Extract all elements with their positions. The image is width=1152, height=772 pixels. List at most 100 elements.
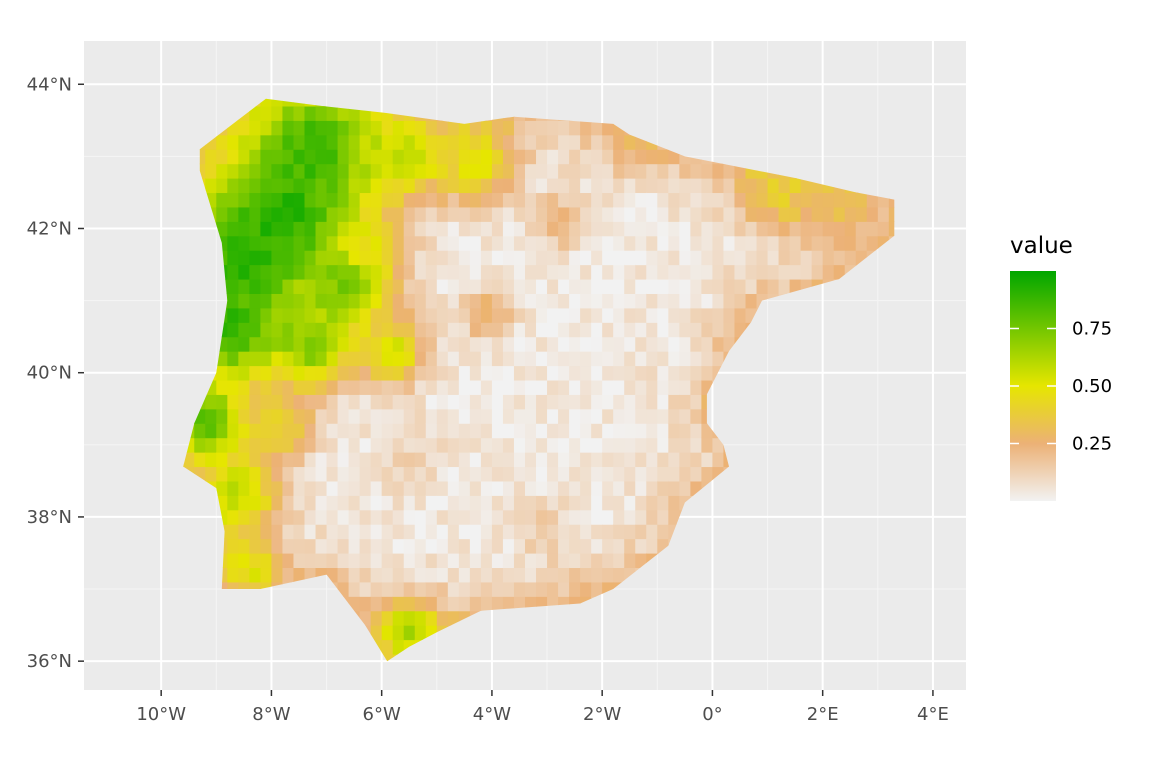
raster-cell bbox=[624, 452, 636, 468]
raster-cell bbox=[282, 452, 295, 468]
raster-cell bbox=[569, 480, 581, 496]
raster-cell bbox=[536, 278, 548, 294]
raster-cell bbox=[580, 437, 592, 453]
raster-cell bbox=[591, 264, 603, 280]
raster-cell bbox=[525, 163, 537, 179]
raster-cell bbox=[624, 206, 636, 222]
raster-cell bbox=[536, 163, 548, 179]
raster-cell bbox=[657, 538, 669, 554]
raster-cell bbox=[480, 192, 493, 208]
raster-cell bbox=[304, 408, 317, 424]
raster-cell bbox=[293, 206, 306, 222]
raster-cell bbox=[613, 206, 625, 222]
raster-cell bbox=[491, 120, 504, 136]
raster-cell bbox=[414, 379, 427, 395]
raster-cell bbox=[392, 625, 405, 641]
raster-cell bbox=[194, 452, 206, 468]
raster-cell bbox=[547, 596, 559, 612]
raster-cell bbox=[866, 206, 879, 222]
raster-cell bbox=[458, 466, 471, 482]
raster-cell bbox=[646, 452, 658, 468]
raster-cell bbox=[833, 206, 846, 222]
raster-cell bbox=[469, 466, 482, 482]
raster-cell bbox=[613, 538, 625, 554]
raster-cell bbox=[547, 437, 559, 453]
raster-cell bbox=[205, 163, 217, 179]
raster-cell bbox=[502, 581, 515, 597]
raster-cell bbox=[580, 264, 592, 280]
raster-cell bbox=[502, 495, 515, 511]
raster-cell bbox=[348, 120, 361, 136]
raster-cell bbox=[337, 538, 350, 554]
raster-cell bbox=[811, 192, 824, 208]
raster-cell bbox=[337, 394, 350, 410]
raster-cell bbox=[569, 538, 581, 554]
raster-cell bbox=[513, 437, 526, 453]
raster-cell bbox=[613, 351, 625, 367]
raster-cell bbox=[844, 235, 857, 251]
raster-cell bbox=[491, 278, 504, 294]
raster-cell bbox=[833, 221, 846, 237]
raster-cell bbox=[536, 149, 548, 165]
raster-cell bbox=[502, 437, 515, 453]
raster-cell bbox=[249, 365, 261, 381]
raster-cell bbox=[414, 250, 427, 266]
raster-cell bbox=[304, 149, 317, 165]
legend: value 0.250.500.75 bbox=[1010, 233, 1112, 501]
raster-cell bbox=[337, 178, 350, 194]
raster-cell bbox=[370, 134, 383, 150]
raster-cell bbox=[558, 134, 570, 150]
raster-cell bbox=[491, 221, 504, 237]
raster-cell bbox=[436, 495, 449, 511]
raster-cell bbox=[359, 379, 372, 395]
raster-cell bbox=[712, 192, 725, 208]
raster-cell bbox=[502, 163, 515, 179]
raster-cell bbox=[712, 163, 725, 179]
raster-cell bbox=[624, 538, 636, 554]
raster-cell bbox=[249, 278, 261, 294]
raster-cell bbox=[403, 278, 416, 294]
raster-cell bbox=[359, 394, 372, 410]
raster-cell bbox=[436, 581, 449, 597]
raster-cell bbox=[227, 206, 239, 222]
raster-cell bbox=[293, 351, 306, 367]
raster-cell bbox=[613, 480, 625, 496]
raster-cell bbox=[326, 466, 339, 482]
raster-cell bbox=[392, 552, 405, 569]
raster-cell bbox=[326, 524, 339, 540]
raster-cell bbox=[657, 250, 669, 266]
raster-cell bbox=[536, 509, 548, 525]
raster-cell bbox=[635, 235, 647, 251]
raster-cell bbox=[227, 351, 239, 367]
raster-cell bbox=[547, 278, 559, 294]
raster-cell bbox=[447, 206, 460, 222]
raster-cell bbox=[525, 293, 537, 309]
raster-cell bbox=[712, 178, 725, 194]
raster-cell bbox=[536, 437, 548, 453]
raster-cell bbox=[480, 581, 493, 597]
raster-cell bbox=[591, 524, 603, 540]
raster-cell bbox=[183, 452, 195, 468]
raster-cell bbox=[458, 278, 471, 294]
raster-cell bbox=[381, 480, 394, 496]
raster-cell bbox=[480, 235, 493, 251]
raster-cell bbox=[392, 480, 405, 496]
raster-cell bbox=[513, 466, 526, 482]
raster-cell bbox=[591, 134, 603, 150]
raster-cell bbox=[315, 105, 328, 121]
raster-cell bbox=[425, 379, 438, 395]
raster-cell bbox=[326, 235, 339, 251]
raster-cell bbox=[800, 192, 813, 208]
raster-cell bbox=[271, 408, 284, 424]
raster-cell bbox=[646, 466, 658, 482]
raster-cell bbox=[690, 163, 702, 179]
raster-cell bbox=[712, 322, 725, 338]
raster-cell bbox=[756, 235, 769, 251]
raster-cell bbox=[547, 466, 559, 482]
raster-cell bbox=[447, 307, 460, 323]
raster-cell bbox=[216, 365, 228, 381]
raster-cell bbox=[425, 365, 438, 381]
raster-cell bbox=[491, 293, 504, 309]
raster-cell bbox=[525, 552, 537, 569]
raster-cell bbox=[227, 149, 239, 165]
